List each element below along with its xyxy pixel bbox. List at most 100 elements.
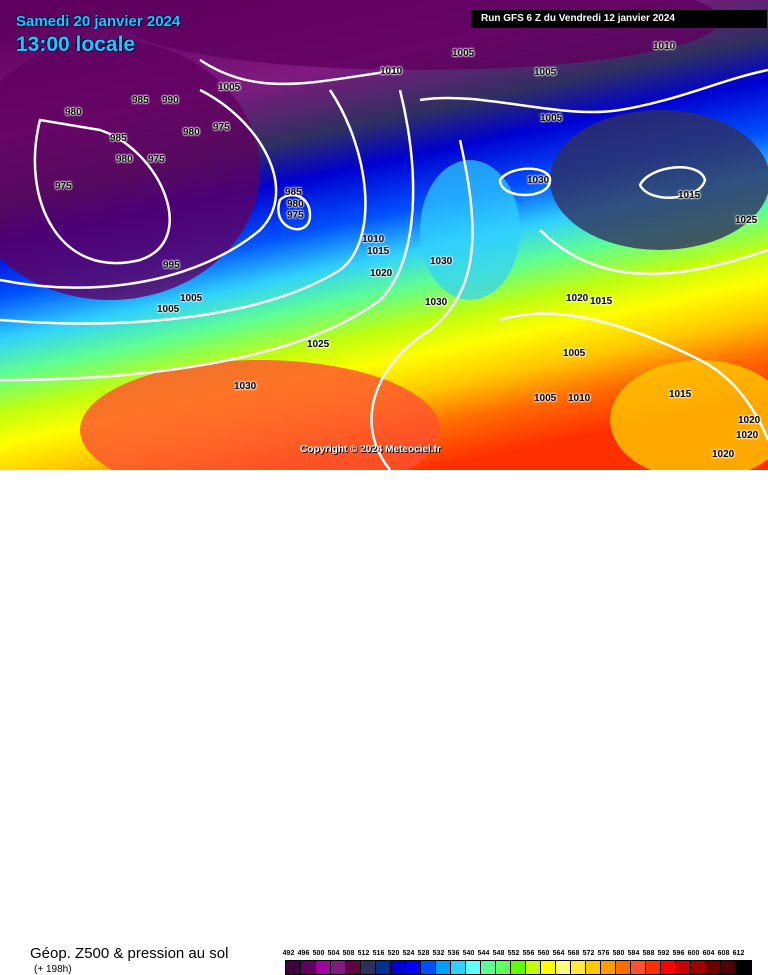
- legend-tick: 540: [462, 950, 475, 957]
- pressure-label: 1015: [669, 389, 692, 400]
- pressure-label: 990: [162, 95, 179, 106]
- pressure-label: 1020: [566, 293, 589, 304]
- pressure-label: 995: [163, 260, 180, 271]
- legend-tick: 584: [627, 950, 640, 957]
- legend-tick: 492: [282, 950, 295, 957]
- pressure-label: 1025: [307, 339, 330, 350]
- legend-tick: 560: [537, 950, 550, 957]
- legend-swatch: [556, 961, 571, 974]
- legend-tick: 592: [657, 950, 670, 957]
- pressure-label: 1020: [736, 430, 759, 441]
- legend-swatch: [301, 961, 316, 974]
- pressure-label: 980: [183, 127, 200, 138]
- legend-tick: 544: [477, 950, 490, 957]
- pressure-label: 980: [65, 107, 82, 118]
- legend-tick: 520: [387, 950, 400, 957]
- legend-swatch: [736, 961, 751, 974]
- pressure-label: 1010: [362, 234, 385, 245]
- legend-swatch: [376, 961, 391, 974]
- legend-tick: 536: [447, 950, 460, 957]
- legend-swatch: [706, 961, 721, 974]
- legend-swatch: [316, 961, 331, 974]
- legend-swatch: [391, 961, 406, 974]
- pressure-label: 1015: [678, 190, 701, 201]
- pressure-label: 1020: [738, 415, 761, 426]
- legend-tick: 500: [312, 950, 325, 957]
- pressure-label: 975: [287, 210, 304, 221]
- pressure-label: 1030: [430, 256, 453, 267]
- pressure-label: 975: [148, 154, 165, 165]
- legend-tick: 600: [687, 950, 700, 957]
- pressure-label: 1005: [563, 348, 586, 359]
- legend-swatch: [661, 961, 676, 974]
- pressure-label: 985: [110, 133, 127, 144]
- legend-tick: 612: [732, 950, 745, 957]
- legend-swatch: [346, 961, 361, 974]
- legend-tick: 580: [612, 950, 625, 957]
- pressure-label: 975: [55, 181, 72, 192]
- legend-swatch: [286, 961, 301, 974]
- pressure-label: 1025: [735, 215, 758, 226]
- legend-swatch: [541, 961, 556, 974]
- pressure-label: 1005: [218, 82, 241, 93]
- map-title: Géop. Z500 & pression au sol: [30, 945, 229, 962]
- legend-swatch: [616, 961, 631, 974]
- legend-swatch: [511, 961, 526, 974]
- pressure-label: 1005: [534, 393, 557, 404]
- legend-swatch: [406, 961, 421, 974]
- model-run-label: Run GFS 6 Z du Vendredi 12 janvier 2024: [471, 10, 767, 28]
- pressure-label: 1005: [534, 67, 557, 78]
- legend-swatch: [496, 961, 511, 974]
- pressure-label: 1020: [712, 449, 735, 460]
- legend-tick: 568: [567, 950, 580, 957]
- pressure-label: 1030: [234, 381, 257, 392]
- pressure-label: 1005: [157, 304, 180, 315]
- legend-tick: 576: [597, 950, 610, 957]
- legend-tick: 552: [507, 950, 520, 957]
- legend-tick: 512: [357, 950, 370, 957]
- legend-swatch: [331, 961, 346, 974]
- legend-tick: 516: [372, 950, 385, 957]
- legend-swatch: [631, 961, 646, 974]
- legend-tick: 604: [702, 950, 715, 957]
- legend-tick: 564: [552, 950, 565, 957]
- legend-swatch: [361, 961, 376, 974]
- pressure-label: 980: [116, 154, 133, 165]
- legend-tick: 608: [717, 950, 730, 957]
- pressure-label: 1010: [568, 393, 591, 404]
- legend-swatch: [421, 961, 436, 974]
- pressure-label: 1010: [653, 41, 676, 52]
- legend-swatch: [721, 961, 736, 974]
- legend-tick: 588: [642, 950, 655, 957]
- legend-swatch: [451, 961, 466, 974]
- pressure-label: 1030: [527, 175, 550, 186]
- pressure-label: 1005: [452, 48, 475, 59]
- pressure-label: 1015: [367, 246, 390, 257]
- legend-tick: 556: [522, 950, 535, 957]
- pressure-label: 1015: [590, 296, 613, 307]
- legend-swatch: [526, 961, 541, 974]
- pressure-label: 985: [132, 95, 149, 106]
- pressure-label: 1005: [180, 293, 203, 304]
- legend-swatch: [646, 961, 661, 974]
- pressure-label: 985: [285, 187, 302, 198]
- legend-swatch: [601, 961, 616, 974]
- pressure-label: 975: [213, 122, 230, 133]
- forecast-lead: (+ 198h): [34, 964, 72, 975]
- legend-tick: 504: [327, 950, 340, 957]
- legend-tick: 532: [432, 950, 445, 957]
- legend-swatch: [586, 961, 601, 974]
- forecast-time: 13:00 locale: [16, 33, 136, 56]
- legend-swatch: [466, 961, 481, 974]
- legend-tick: 596: [672, 950, 685, 957]
- legend-tick: 524: [402, 950, 415, 957]
- geopotential-field: [0, 0, 768, 470]
- legend-swatch: [481, 961, 496, 974]
- legend-swatch: [571, 961, 586, 974]
- legend-swatch: [436, 961, 451, 974]
- legend-swatch: [691, 961, 706, 974]
- pressure-label: 1005: [540, 113, 563, 124]
- weather-map: 985 990 980 985 980 975 980 975 975 1005…: [0, 0, 768, 470]
- legend-tick: 528: [417, 950, 430, 957]
- pressure-label: 1020: [370, 268, 393, 279]
